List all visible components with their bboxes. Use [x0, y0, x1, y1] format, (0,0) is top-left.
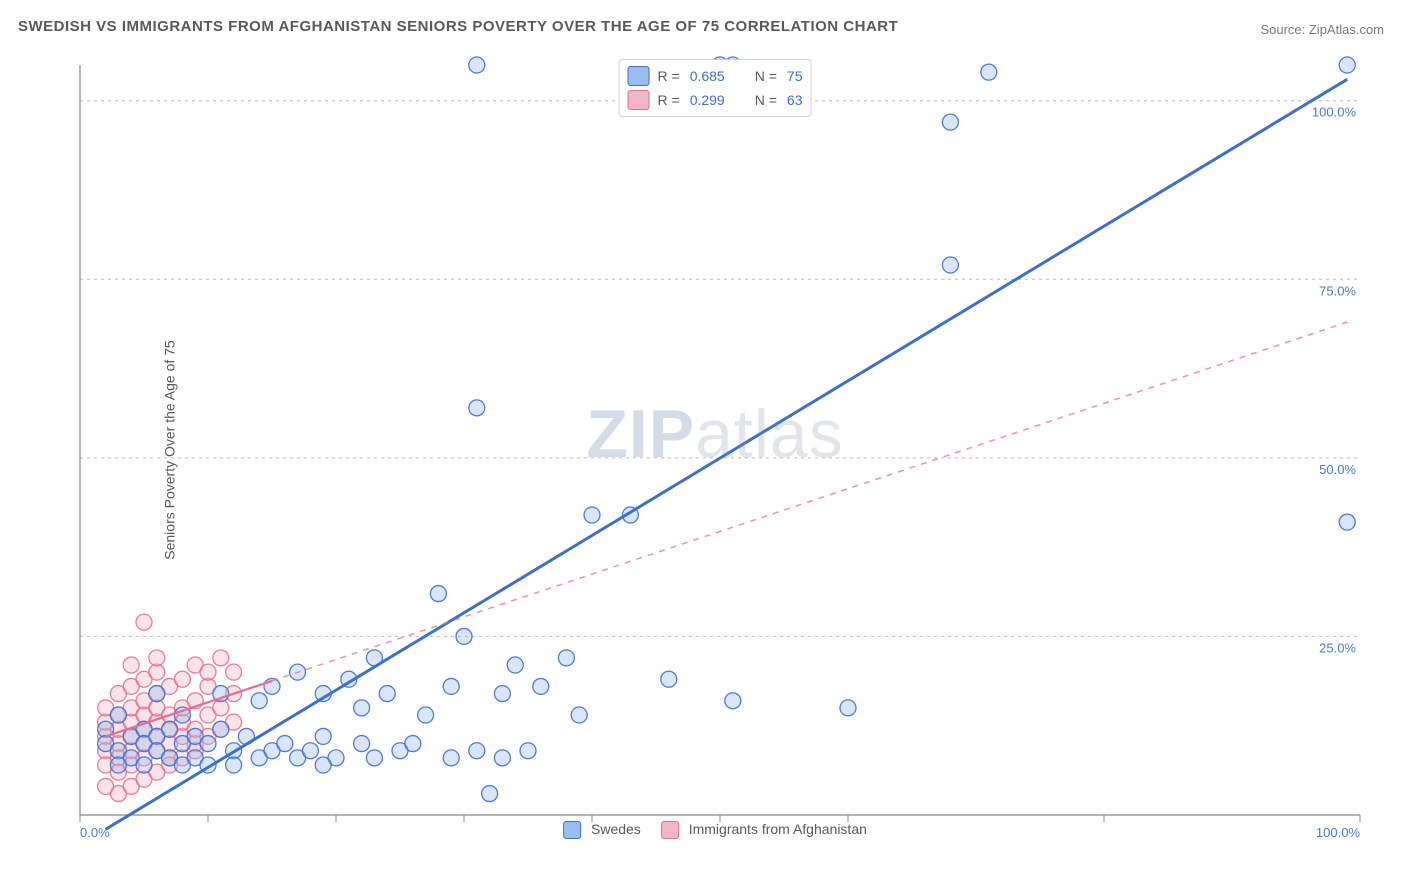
- chart-canvas: 25.0% 50.0% 75.0% 100.0% 0.0% 100.0%: [50, 55, 1380, 845]
- legend-swatch-swedes: [628, 66, 650, 86]
- legend-n-value-afghan: 63: [787, 92, 803, 108]
- correlation-legend: R = 0.685 N = 75 R = 0.299 N = 63: [619, 59, 812, 117]
- legend-n-value-swedes: 75: [787, 68, 803, 84]
- series-legend: Swedes Immigrants from Afghanistan: [563, 821, 867, 839]
- source-attribution: Source: ZipAtlas.com: [1260, 22, 1384, 37]
- legend-swatch-swedes: [563, 821, 581, 839]
- svg-text:50.0%: 50.0%: [1319, 462, 1356, 477]
- chart-title: SWEDISH VS IMMIGRANTS FROM AFGHANISTAN S…: [18, 18, 898, 35]
- legend-item-afghan: Immigrants from Afghanistan: [661, 821, 867, 839]
- svg-text:100.0%: 100.0%: [1312, 105, 1357, 120]
- legend-row-afghan: R = 0.299 N = 63: [628, 88, 803, 112]
- legend-item-swedes: Swedes: [563, 821, 641, 839]
- legend-r-value-afghan: 0.299: [690, 92, 725, 108]
- legend-swatch-afghan: [628, 90, 650, 110]
- legend-n-label: N =: [755, 92, 777, 108]
- y-axis-label: Seniors Poverty Over the Age of 75: [162, 340, 178, 559]
- legend-r-label: R =: [658, 68, 680, 84]
- svg-text:0.0%: 0.0%: [80, 825, 110, 840]
- svg-text:25.0%: 25.0%: [1319, 640, 1356, 655]
- legend-swatch-afghan: [661, 821, 679, 839]
- legend-label-swedes: Swedes: [591, 821, 641, 837]
- legend-row-swedes: R = 0.685 N = 75: [628, 64, 803, 88]
- legend-label-afghan: Immigrants from Afghanistan: [689, 821, 867, 837]
- legend-n-label: N =: [755, 68, 777, 84]
- scatter-plot: Seniors Poverty Over the Age of 75 ZIPat…: [50, 55, 1380, 845]
- legend-r-label: R =: [658, 92, 680, 108]
- svg-text:100.0%: 100.0%: [1316, 825, 1361, 840]
- legend-r-value-swedes: 0.685: [690, 68, 725, 84]
- svg-text:75.0%: 75.0%: [1319, 283, 1356, 298]
